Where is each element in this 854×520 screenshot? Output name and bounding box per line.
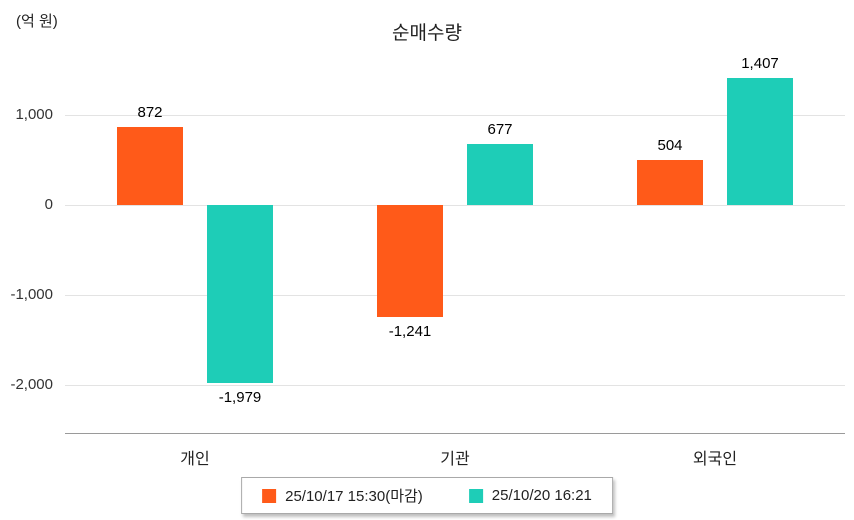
y-axis-unit-label: (억 원) — [16, 13, 58, 30]
x-category-label: 기관 — [440, 451, 470, 468]
legend-item: 25/10/20 16:21 — [468, 487, 592, 504]
gridline — [65, 205, 845, 206]
legend-label: 25/10/17 15:30(마감) — [285, 488, 423, 505]
legend-swatch-icon — [468, 488, 483, 503]
bar-value-label: 872 — [137, 103, 163, 121]
legend-swatch-icon — [262, 488, 277, 503]
x-category-label: 외국인 — [692, 451, 738, 468]
gridline — [65, 115, 845, 116]
legend-label: 25/10/20 16:21 — [491, 487, 592, 504]
bar — [467, 144, 533, 205]
chart-title: 순매수량 — [392, 23, 462, 44]
legend: 25/10/17 15:30(마감) 25/10/20 16:21 — [241, 477, 613, 514]
x-axis-line — [65, 433, 845, 434]
bar — [207, 205, 273, 384]
gridline — [65, 295, 845, 296]
y-axis-tick-label: -1,000 — [10, 286, 53, 303]
y-axis-tick-label: 0 — [44, 196, 53, 213]
bar — [117, 126, 183, 205]
x-category-label: 개인 — [180, 451, 210, 468]
bar-value-label: 1,407 — [741, 55, 779, 73]
bar — [727, 78, 793, 205]
y-axis-tick-label: -2,000 — [10, 376, 53, 393]
bar-value-label: 504 — [657, 136, 683, 154]
bar — [637, 159, 703, 205]
bar-value-label: -1,979 — [218, 389, 262, 407]
bar — [377, 205, 443, 317]
bar-value-label: -1,241 — [388, 322, 432, 340]
gridline — [65, 385, 845, 386]
y-axis-tick-label: 1,000 — [15, 106, 53, 123]
legend-item: 25/10/17 15:30(마감) — [262, 485, 423, 506]
bar-value-label: 677 — [487, 121, 513, 139]
